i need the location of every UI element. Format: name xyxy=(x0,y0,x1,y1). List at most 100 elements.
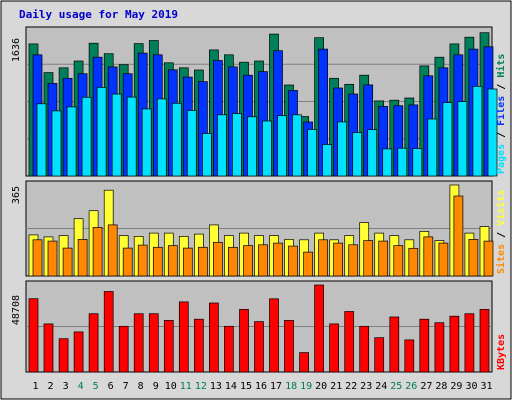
bar-pages-day-31 xyxy=(487,88,498,177)
bar-sites-day-21 xyxy=(333,242,343,277)
legend-part: Sites xyxy=(495,244,507,274)
legend-part: / xyxy=(496,78,507,96)
bar-sites-day-30 xyxy=(468,239,479,277)
x-tick-label-day-16: 16 xyxy=(255,381,267,392)
bar-kbytes-day-3 xyxy=(58,338,69,373)
bar-pages-day-4 xyxy=(81,96,92,177)
bar-sites-day-8 xyxy=(137,244,148,277)
x-tick-label-day-13: 13 xyxy=(210,381,222,392)
bar-sites-day-17 xyxy=(273,242,283,277)
bar-kbytes-day-18 xyxy=(284,320,294,373)
legend-kbytes: KBytes xyxy=(496,334,507,370)
bar-sites-day-20 xyxy=(318,239,328,277)
x-tick-label-day-11: 11 xyxy=(180,381,192,392)
bar-pages-day-27 xyxy=(427,118,438,177)
bar-pages-day-28 xyxy=(442,102,453,177)
bar-sites-day-18 xyxy=(288,245,298,277)
bar-pages-day-30 xyxy=(472,86,483,177)
bar-pages-day-22 xyxy=(352,132,363,177)
bar-sites-day-28 xyxy=(438,242,449,277)
legend-visits_sites: Sites / Visits xyxy=(495,190,507,274)
bar-pages-day-13 xyxy=(217,114,227,177)
bar-pages-day-7 xyxy=(126,96,137,177)
bar-kbytes-day-21 xyxy=(329,323,339,373)
bar-kbytes-day-22 xyxy=(344,311,355,373)
bar-pages-day-23 xyxy=(367,129,378,177)
bar-sites-day-15 xyxy=(243,245,253,277)
bar-sites-day-22 xyxy=(348,244,359,277)
bar-sites-day-23 xyxy=(363,240,374,277)
bar-pages-day-17 xyxy=(277,115,287,177)
bar-kbytes-day-14 xyxy=(224,325,234,373)
bar-pages-day-25 xyxy=(397,147,408,177)
x-tick-label-day-19: 19 xyxy=(300,381,312,392)
x-tick-label-day-24: 24 xyxy=(375,381,387,392)
bar-kbytes-day-27 xyxy=(419,318,430,373)
bar-sites-day-25 xyxy=(393,245,404,277)
bar-kbytes-day-25 xyxy=(389,316,400,373)
bar-pages-day-8 xyxy=(141,108,152,177)
x-tick-label-day-10: 10 xyxy=(165,381,177,392)
bar-pages-day-2 xyxy=(51,110,62,177)
bar-pages-day-9 xyxy=(156,98,167,177)
bar-pages-day-19 xyxy=(307,129,317,177)
x-tick-label-day-31: 31 xyxy=(480,381,492,392)
bar-sites-day-26 xyxy=(408,247,419,277)
legend-part: Pages xyxy=(496,144,507,174)
bar-kbytes-day-13 xyxy=(209,302,219,373)
legend-part: Visits xyxy=(495,190,507,226)
bar-pages-day-20 xyxy=(322,144,332,177)
bar-sites-day-12 xyxy=(198,246,208,277)
bar-sites-day-19 xyxy=(303,251,313,277)
x-tick-label-day-18: 18 xyxy=(285,381,297,392)
x-tick-label-day-2: 2 xyxy=(47,381,53,392)
y-tick-label: 48708 xyxy=(11,295,22,325)
bar-pages-day-29 xyxy=(457,101,468,177)
bar-kbytes-day-28 xyxy=(434,322,445,373)
bar-sites-day-13 xyxy=(213,241,223,277)
bar-pages-day-1 xyxy=(36,103,47,177)
bar-kbytes-day-1 xyxy=(28,298,39,373)
chart-title: Daily usage for May 2019 xyxy=(19,8,178,21)
bar-sites-day-24 xyxy=(378,240,389,277)
x-tick-label-day-23: 23 xyxy=(360,381,372,392)
x-tick-label-day-8: 8 xyxy=(138,381,144,392)
bar-sites-day-3 xyxy=(62,247,73,277)
bar-kbytes-day-17 xyxy=(269,298,279,373)
x-tick-label-day-30: 30 xyxy=(465,381,477,392)
legend-part: Hits xyxy=(495,54,507,78)
bar-kbytes-day-20 xyxy=(314,284,324,373)
bar-pages-day-11 xyxy=(186,110,197,177)
legend-hits_files_pages: Pages / Files / Hits xyxy=(495,54,507,174)
bar-kbytes-day-31 xyxy=(479,309,490,373)
x-tick-label-day-6: 6 xyxy=(108,381,114,392)
bar-kbytes-day-8 xyxy=(133,313,144,373)
x-tick-label-day-3: 3 xyxy=(63,381,69,392)
bar-pages-day-15 xyxy=(247,116,257,177)
bar-kbytes-day-5 xyxy=(88,313,99,373)
x-tick-label-day-27: 27 xyxy=(420,381,432,392)
bar-pages-day-21 xyxy=(337,121,347,177)
bar-kbytes-day-16 xyxy=(254,321,264,373)
bar-pages-day-16 xyxy=(262,120,272,177)
x-tick-label-day-29: 29 xyxy=(450,381,462,392)
bar-kbytes-day-15 xyxy=(239,309,249,373)
bar-pages-day-3 xyxy=(66,106,77,177)
x-tick-label-day-4: 4 xyxy=(78,381,84,392)
bar-pages-day-6 xyxy=(111,93,122,177)
bar-kbytes-day-29 xyxy=(449,315,460,373)
bar-pages-day-26 xyxy=(412,148,423,177)
panel-kbytes: 48708 KBytes xyxy=(11,280,507,373)
x-tick-label-day-17: 17 xyxy=(270,381,282,392)
legend-part: KBytes xyxy=(496,334,507,370)
bar-sites-day-2 xyxy=(47,240,58,277)
x-tick-label-day-9: 9 xyxy=(153,381,159,392)
bar-sites-day-5 xyxy=(92,227,103,277)
bar-kbytes-day-26 xyxy=(404,339,415,373)
x-tick-label-day-22: 22 xyxy=(345,381,357,392)
bar-kbytes-day-10 xyxy=(163,320,174,373)
bar-kbytes-day-11 xyxy=(178,301,189,373)
bar-kbytes-day-9 xyxy=(148,313,159,373)
bar-pages-day-10 xyxy=(171,102,182,177)
